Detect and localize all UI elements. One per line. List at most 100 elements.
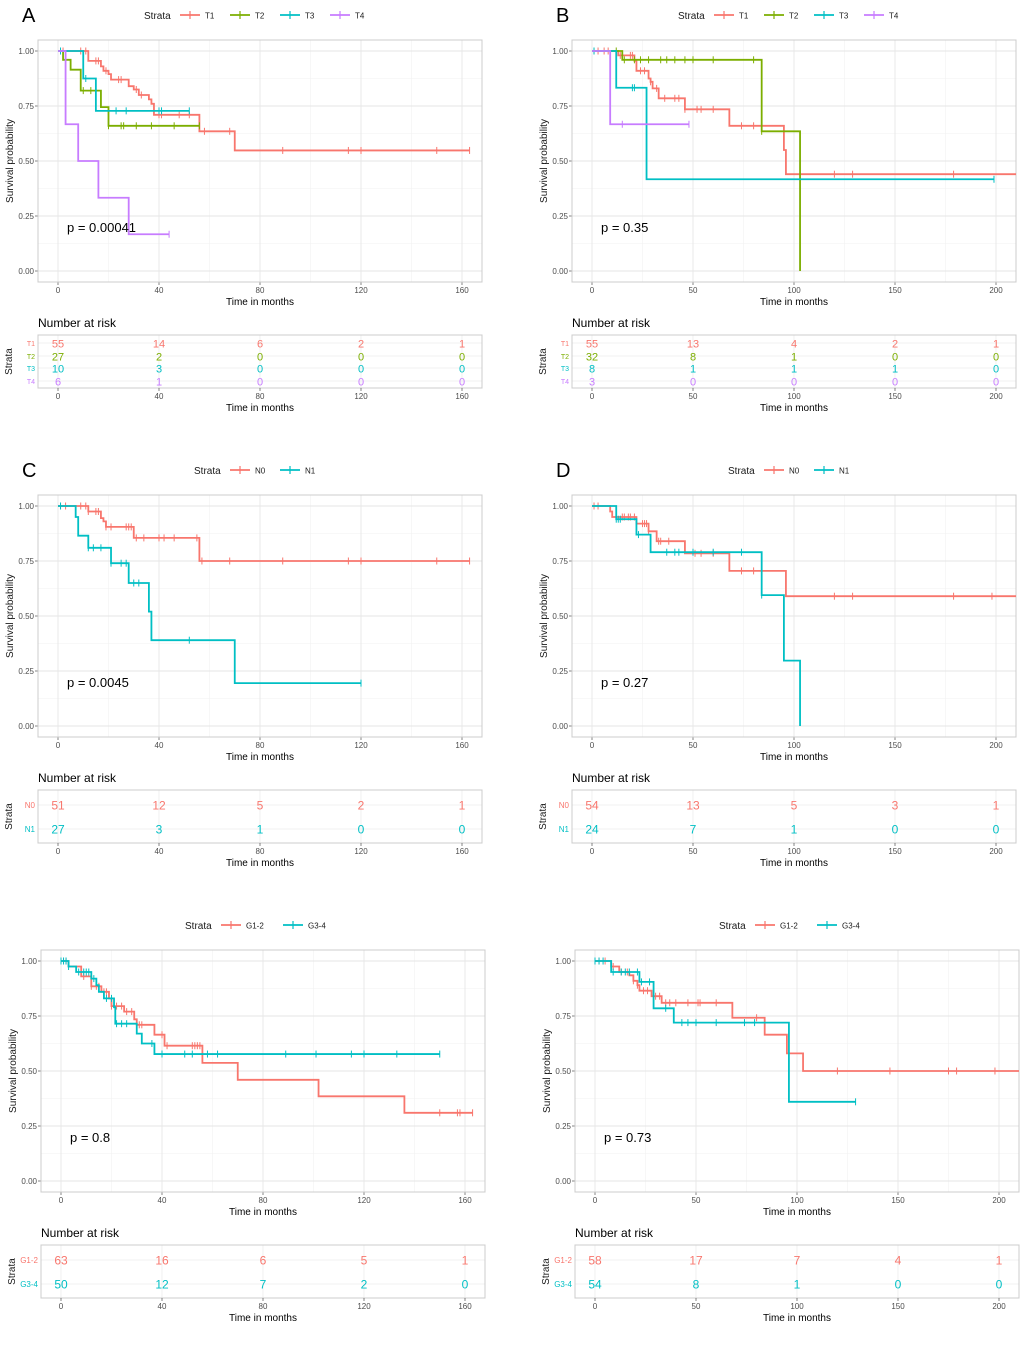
km-panel: Strata G1-2 G3-40 50 100 150 2000.000.250.500.…	[541, 921, 1020, 1324]
risk-count: 58	[588, 1254, 602, 1268]
risk-count: 54	[585, 799, 599, 813]
risk-x-axis-label: Time in months	[229, 1313, 297, 1324]
risk-count: 1	[794, 1278, 801, 1292]
risk-count: 1	[791, 823, 798, 837]
km-panel: D Strata N0 N10 50 100 150 2000.000.250.500.751…	[538, 460, 1017, 869]
x-tick-label: 80	[256, 741, 265, 750]
y-tick-label: 0.25	[552, 212, 568, 221]
x-tick-label: 120	[357, 1196, 371, 1205]
risk-x-tick-label: 160	[455, 392, 469, 401]
risk-count: 8	[693, 1278, 700, 1292]
risk-y-axis-label: Strata	[4, 803, 15, 830]
p-value: p = 0.00041	[67, 220, 136, 235]
y-tick-label: 0.25	[18, 212, 34, 221]
risk-x-tick-label: 150	[888, 847, 902, 856]
legend-title: Strata	[678, 11, 705, 22]
y-tick-label: 0.50	[552, 612, 568, 621]
risk-x-tick-label: 100	[790, 1302, 804, 1311]
p-value: p = 0.27	[601, 675, 648, 690]
legend-label: N0	[789, 467, 800, 476]
x-tick-label: 100	[787, 741, 801, 750]
risk-count: 0	[358, 823, 365, 837]
risk-count: 0	[690, 377, 696, 389]
risk-table-title: Number at risk	[572, 771, 651, 785]
x-tick-label: 40	[158, 1196, 167, 1205]
risk-count: 50	[54, 1278, 68, 1292]
risk-count: 27	[51, 823, 65, 837]
survival-curve-t4	[58, 50, 170, 236]
risk-count: 24	[585, 823, 599, 837]
risk-x-tick-label: 0	[590, 847, 595, 856]
risk-count: 0	[257, 377, 263, 389]
risk-x-axis-label: Time in months	[760, 403, 828, 414]
risk-count: 3	[589, 377, 595, 389]
risk-row-label: T1	[27, 341, 35, 348]
x-tick-label: 0	[590, 741, 595, 750]
x-tick-label: 40	[155, 286, 164, 295]
y-tick-label: 1.00	[18, 47, 34, 56]
legend-title: Strata	[719, 921, 746, 932]
y-axis-label: Survival probability	[539, 574, 550, 658]
risk-count: 5	[257, 799, 264, 813]
y-tick-label: 0.25	[555, 1122, 571, 1131]
risk-count: 2	[892, 339, 898, 351]
y-tick-label: 0.75	[552, 102, 568, 111]
risk-x-tick-label: 80	[256, 392, 265, 401]
risk-x-tick-label: 50	[689, 847, 698, 856]
risk-count: 51	[51, 799, 65, 813]
panel-letter: C	[22, 460, 36, 482]
risk-x-tick-label: 0	[590, 392, 595, 401]
risk-x-tick-label: 50	[692, 1302, 701, 1311]
risk-x-tick-label: 80	[259, 1302, 268, 1311]
y-tick-label: 0.75	[552, 557, 568, 566]
plot-border	[571, 39, 1017, 283]
y-tick-label: 1.00	[552, 502, 568, 511]
risk-count: 0	[358, 352, 364, 364]
legend-label: T2	[789, 12, 799, 21]
y-tick-label: 0.00	[18, 722, 34, 731]
risk-count: 1	[459, 799, 466, 813]
x-axis-label: Time in months	[226, 752, 294, 763]
risk-count: 2	[361, 1278, 368, 1292]
survival-curve-n0	[58, 505, 470, 562]
legend-title: Strata	[194, 466, 221, 477]
risk-count: 0	[462, 1278, 469, 1292]
risk-x-tick-label: 160	[458, 1302, 472, 1311]
x-tick-label: 150	[888, 286, 902, 295]
risk-count: 0	[257, 364, 263, 376]
x-tick-label: 80	[256, 286, 265, 295]
risk-table-title: Number at risk	[38, 771, 117, 785]
panel-letter: D	[556, 460, 570, 482]
y-tick-label: 0.75	[555, 1012, 571, 1021]
risk-count: 0	[358, 377, 364, 389]
risk-row-label: T2	[27, 354, 35, 361]
km-panel: Strata G1-2 G3-40 40 80 120 1600.000.250.500.7…	[7, 921, 486, 1324]
risk-count: 2	[156, 352, 162, 364]
km-panel: B Strata T1 T2 T3 T40 50 100 150 2000.000.250.500…	[538, 5, 1017, 414]
y-tick-label: 0.00	[552, 267, 568, 276]
y-tick-label: 1.00	[18, 502, 34, 511]
risk-count: 1	[690, 364, 696, 376]
p-value: p = 0.35	[601, 220, 648, 235]
survival-curve-g3-4	[61, 960, 440, 1055]
legend-title: Strata	[185, 921, 212, 932]
x-tick-label: 0	[59, 1196, 64, 1205]
risk-count: 32	[586, 352, 598, 364]
x-tick-label: 0	[590, 286, 595, 295]
risk-count: 4	[895, 1254, 902, 1268]
legend-label: T1	[205, 12, 215, 21]
legend-label: G3-4	[308, 922, 326, 931]
risk-count: 0	[892, 823, 899, 837]
risk-count: 5	[791, 799, 798, 813]
km-panel: C Strata N0 N10 40 80 120 1600.000.250.500.751.…	[4, 460, 483, 869]
risk-x-tick-label: 80	[256, 847, 265, 856]
legend-label: T3	[305, 12, 315, 21]
x-tick-label: 200	[989, 741, 1003, 750]
risk-x-axis-label: Time in months	[763, 1313, 831, 1324]
survival-curve-t4	[592, 50, 689, 126]
survival-curve-t2	[592, 50, 801, 271]
legend-label: N0	[255, 467, 266, 476]
risk-count: 4	[791, 339, 797, 351]
risk-count: 0	[892, 377, 898, 389]
legend-title: Strata	[144, 11, 171, 22]
